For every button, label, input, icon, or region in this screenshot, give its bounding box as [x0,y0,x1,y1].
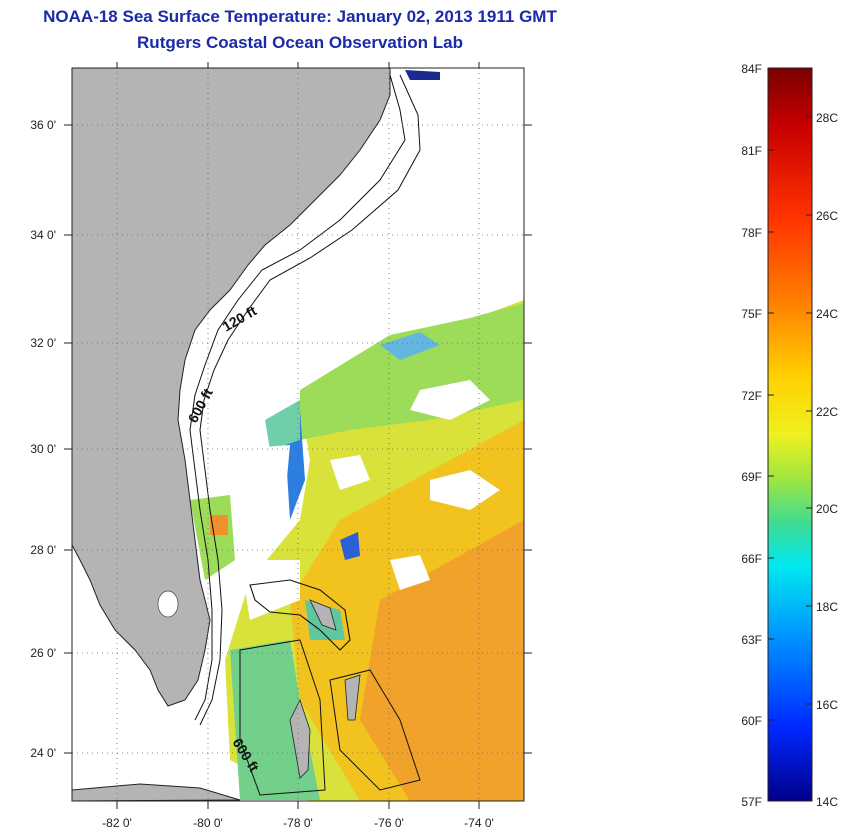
colorbar-f-label: 57F [741,795,762,809]
lat-tick-label: 28 0' [30,543,56,557]
colorbar-ticks [768,116,812,721]
grid-lines [72,68,524,801]
lon-tick-label: -78 0' [283,816,313,830]
lon-tick-label: -76 0' [374,816,404,830]
colorbar-f-label: 60F [741,714,762,728]
contour-120ft [189,74,406,721]
colorbar-f-label: 75F [741,307,762,321]
colorbar-c-label: 14C [816,795,838,809]
colorbar-c-label: 26C [816,209,838,223]
contour-600ft [199,74,421,726]
colorbar-c-label: 20C [816,502,838,516]
lon-tick-label: -82 0' [102,816,132,830]
colorbar-f-label: 84F [741,62,762,76]
colorbar-c-label: 22C [816,405,838,419]
colorbar-c-label: 18C [816,600,838,614]
lat-tick-label: 24 0' [30,746,56,760]
lon-tick-label: -80 0' [193,816,223,830]
map-title: NOAA-18 Sea Surface Temperature: January… [43,7,557,26]
lat-tick-label: 34 0' [30,228,56,242]
bahamas-bank-north [249,579,351,651]
colorbar-f-label: 63F [741,633,762,647]
colorbar-f-label: 66F [741,552,762,566]
lat-tick-label: 36 0' [30,118,56,132]
lat-tick-label: 30 0' [30,442,56,456]
colorbar-c-label: 24C [816,307,838,321]
axis-ticks [64,62,532,809]
lon-tick-label: -74 0' [464,816,494,830]
colorbar-c-label: 16C [816,698,838,712]
colorbar-c-label: 28C [816,111,838,125]
lat-tick-label: 26 0' [30,646,56,660]
colorbar-f-label: 78F [741,226,762,240]
lake-okeechobee [157,590,179,618]
land-mainland [72,68,391,707]
colorbar-f-label: 72F [741,389,762,403]
lat-tick-label: 32 0' [30,336,56,350]
colorbar-f-label: 81F [741,144,762,158]
land-cuba [72,783,241,801]
colorbar [767,67,813,802]
map-subtitle: Rutgers Coastal Ocean Observation Lab [137,33,463,52]
colorbar-f-label: 69F [741,470,762,484]
